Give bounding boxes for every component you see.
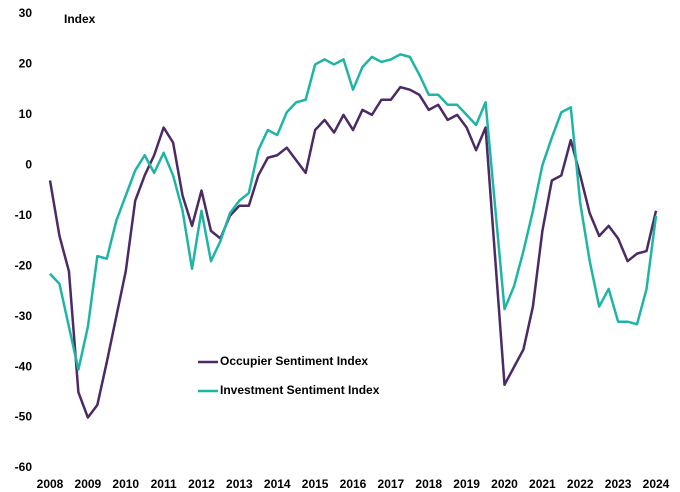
legend-label: Investment Sentiment Index — [220, 383, 380, 397]
x-tick-label: 2017 — [378, 477, 405, 491]
y-tick-label: 10 — [19, 107, 33, 121]
legend-label: Occupier Sentiment Index — [220, 354, 368, 368]
x-tick-label: 2022 — [567, 477, 594, 491]
x-tick-label: 2014 — [264, 477, 291, 491]
y-tick-label: 20 — [19, 57, 33, 71]
x-tick-label: 2019 — [453, 477, 480, 491]
x-tick-label: 2015 — [302, 477, 329, 491]
series-line — [49, 53, 658, 371]
x-tick-label: 2023 — [605, 477, 632, 491]
x-tick-label: 2010 — [112, 477, 139, 491]
y-tick-label: -20 — [15, 258, 33, 272]
x-tick-label: 2009 — [75, 477, 102, 491]
y-tick-label: 30 — [19, 6, 33, 20]
x-tick-label: 2020 — [491, 477, 518, 491]
y-tick-label: -30 — [15, 309, 33, 323]
y-tick-label: -60 — [15, 460, 33, 474]
x-tick-label: 2008 — [37, 477, 64, 491]
x-tick-label: 2012 — [188, 477, 215, 491]
y-tick-label: -50 — [15, 410, 33, 424]
y-tick-label: -40 — [15, 359, 33, 373]
x-tick-label: 2011 — [151, 477, 177, 491]
x-tick-label: 2016 — [340, 477, 367, 491]
series-line — [48, 85, 658, 419]
y-tick-label: 0 — [25, 158, 32, 172]
x-tick-label: 2013 — [226, 477, 253, 491]
x-tick-label: 2024 — [643, 477, 670, 491]
y-axis-label: Index — [64, 12, 96, 26]
y-tick-label: -10 — [15, 208, 33, 222]
x-tick-label: 2021 — [529, 477, 556, 491]
x-tick-label: 2018 — [415, 477, 442, 491]
